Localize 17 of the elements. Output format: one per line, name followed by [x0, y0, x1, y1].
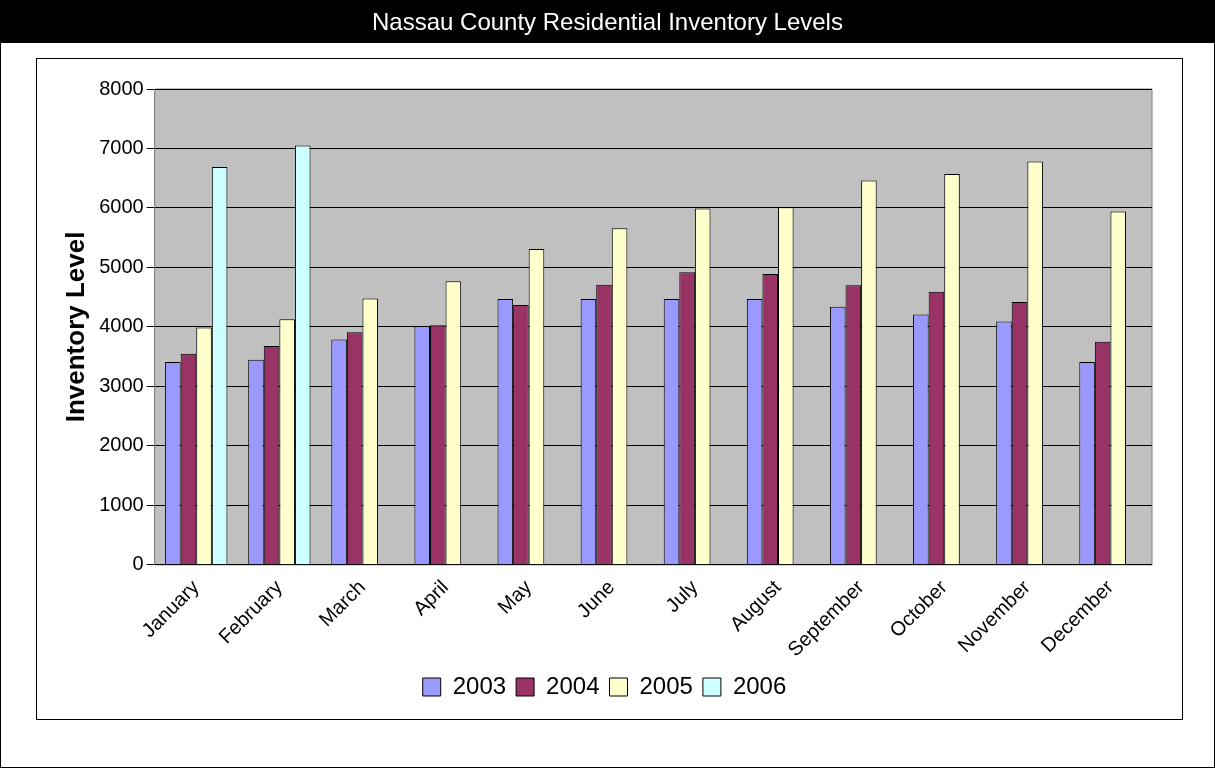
- y-tick-label: 1000: [99, 492, 144, 515]
- legend-label: 2004: [546, 671, 600, 699]
- y-tick-label: 6000: [99, 195, 144, 218]
- legend-label: 2005: [639, 671, 693, 699]
- y-tick-label: 0: [132, 552, 144, 575]
- y-tick-label: 3000: [99, 373, 144, 396]
- y-tick-label: 8000: [99, 76, 144, 99]
- legend-label: 2003: [452, 671, 507, 699]
- y-tick-label: 4000: [99, 314, 144, 337]
- y-tick-label: 2000: [99, 433, 144, 456]
- y-tick-label: 5000: [99, 254, 144, 277]
- chart-title: Nassau County Residential Inventory Levels: [1, 1, 1214, 43]
- y-tick-label: 7000: [99, 136, 144, 158]
- y-axis-title: Inventory Level: [59, 231, 90, 423]
- x-tick-label: May: [493, 575, 536, 618]
- legend-label: 2006: [732, 671, 787, 699]
- x-tick-label: July: [660, 575, 702, 617]
